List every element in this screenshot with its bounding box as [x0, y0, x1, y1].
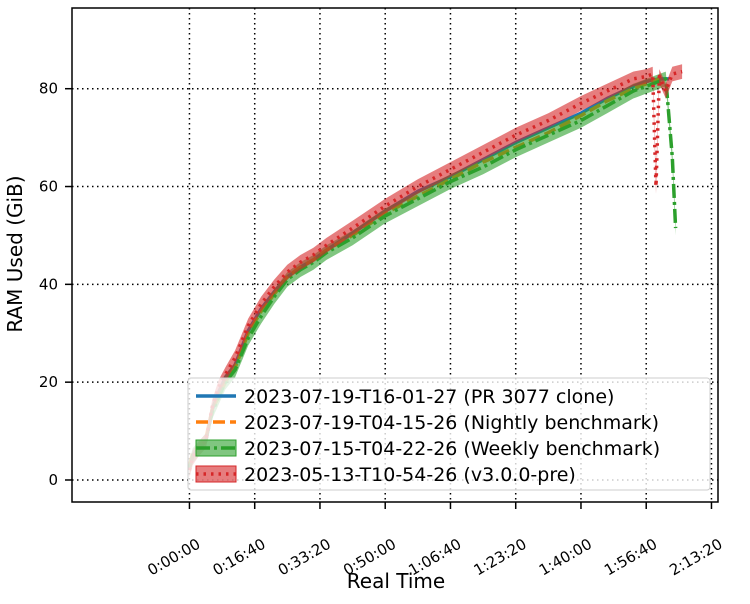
y-tick-label: 20 [39, 373, 58, 391]
legend-swatch-band [195, 465, 237, 483]
x-tick-label: 2:13:20 [666, 535, 725, 580]
legend-frame [187, 377, 711, 491]
legend: 2023-07-19-T16-01-27 (PR 3077 clone) 2023… [187, 377, 711, 491]
y-tick-label: 0 [48, 471, 58, 489]
y-tick-label: 80 [39, 80, 58, 98]
x-tick-label: 0:16:40 [210, 535, 269, 580]
x-tick-label: 1:56:40 [601, 535, 660, 580]
axes-frame [71, 7, 719, 503]
x-tick-label: 0:00:00 [144, 535, 203, 580]
x-tick-label: 1:23:20 [471, 535, 530, 580]
plot-area: 0:00:00 0:16:40 0:33:20 0:50:00 1:06:40 1:23:… [39, 7, 725, 580]
legend-label: 2023-07-15-T04-22-26 (Weekly benchmark) [244, 438, 660, 460]
legend-label: 2023-07-19-T16-01-27 (PR 3077 clone) [244, 386, 614, 408]
legend-label: 2023-05-13-T10-54-26 (v3.0.0-pre) [244, 464, 576, 486]
x-tick-label: 0:33:20 [275, 535, 334, 580]
legend-label: 2023-07-19-T04-15-26 (Nightly benchmark) [244, 412, 659, 434]
x-tick-label: 1:40:00 [536, 535, 595, 580]
y-tick-label: 60 [39, 178, 58, 196]
y-tick-label: 40 [39, 275, 58, 293]
x-axis-label: Real Time [347, 569, 445, 593]
y-axis-label: RAM Used (GiB) [3, 175, 27, 332]
